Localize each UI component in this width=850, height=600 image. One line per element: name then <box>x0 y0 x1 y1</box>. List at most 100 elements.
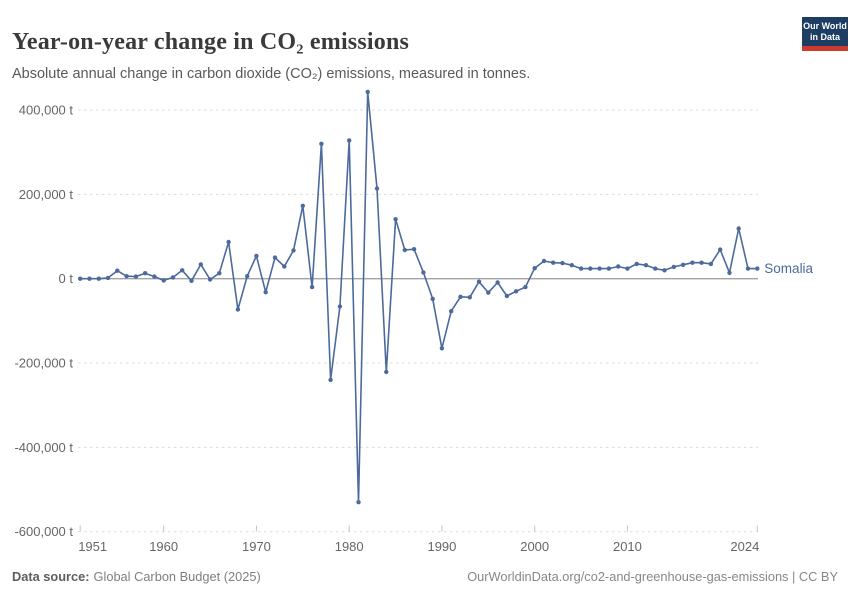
data-point <box>328 377 333 383</box>
data-point <box>690 260 695 265</box>
data-point <box>653 266 658 271</box>
entity-label-somalia: Somalia <box>764 261 813 276</box>
data-point <box>745 266 751 271</box>
owid-logo: Our World in Data <box>802 17 848 51</box>
data-point <box>133 274 139 279</box>
data-point <box>523 284 528 290</box>
data-point <box>578 266 584 271</box>
data-point <box>597 266 602 271</box>
data-point <box>124 274 129 279</box>
data-point <box>486 290 491 295</box>
data-point <box>439 346 445 351</box>
data-point <box>671 264 676 270</box>
data-point <box>374 186 380 191</box>
data-point <box>699 260 704 265</box>
data-point <box>541 258 547 264</box>
x-axis-tick-label: 1980 <box>335 539 364 554</box>
data-point <box>532 266 537 271</box>
footer-attribution-link[interactable]: OurWorldinData.org/co2-and-greenhouse-ga… <box>467 569 838 584</box>
data-point <box>421 270 426 275</box>
chart-footer: Data source: Global Carbon Budget (2025) … <box>12 569 838 584</box>
data-point <box>736 226 741 231</box>
data-point <box>449 309 454 314</box>
data-point <box>263 290 268 295</box>
x-axis-tick-label: 2010 <box>613 539 642 554</box>
data-point <box>411 247 417 252</box>
data-point <box>718 247 723 252</box>
page-subtitle: Absolute annual change in carbon dioxide… <box>12 65 531 82</box>
data-point <box>430 296 435 302</box>
owid-logo-line1: Our World <box>803 21 847 31</box>
data-point <box>217 271 222 276</box>
data-point <box>569 263 574 268</box>
data-point <box>142 271 148 276</box>
data-point <box>402 247 407 253</box>
data-point <box>467 295 472 300</box>
data-point <box>643 263 649 268</box>
data-point <box>708 261 714 267</box>
footer-source-value: Global Carbon Budget (2025) <box>93 569 261 584</box>
data-point <box>476 279 482 284</box>
data-point <box>282 264 287 269</box>
data-point <box>300 203 305 208</box>
data-point <box>254 253 259 259</box>
data-point <box>384 369 389 375</box>
data-point <box>337 304 343 309</box>
footer-source-label: Data source: <box>12 569 90 584</box>
data-point <box>189 278 194 283</box>
data-point <box>365 89 370 95</box>
data-point <box>291 248 296 253</box>
data-point <box>152 274 157 279</box>
y-axis-tick-label: -600,000 t <box>14 524 73 539</box>
y-axis-tick-label: -200,000 t <box>14 356 73 371</box>
x-axis-tick-label: 1970 <box>242 539 271 554</box>
data-point <box>87 276 92 281</box>
owid-logo-line2: in Data <box>809 32 840 42</box>
data-point <box>226 239 231 245</box>
chart-line-somalia <box>79 91 759 504</box>
page-title: Year-on-year change in CO₂ emissions <box>12 29 410 56</box>
data-point <box>606 266 612 271</box>
x-axis-tick-label: 1990 <box>427 539 456 554</box>
x-axis-tick-label: 2000 <box>520 539 549 554</box>
data-point <box>513 289 519 294</box>
data-point <box>727 270 732 275</box>
data-point <box>170 275 176 280</box>
data-point <box>235 307 241 312</box>
x-axis-tick-label: 2024 <box>730 539 759 554</box>
data-point <box>105 275 111 281</box>
data-point <box>309 284 315 290</box>
data-point <box>319 141 324 146</box>
data-point <box>161 278 166 283</box>
data-point <box>96 276 102 281</box>
data-point <box>272 255 278 260</box>
data-point <box>551 260 556 265</box>
data-point <box>347 138 352 143</box>
data-point <box>588 266 593 271</box>
x-axis-tick-label: 1951 <box>78 539 107 554</box>
y-axis-tick-label: 400,000 t <box>19 103 74 118</box>
footer-data-source: Data source: Global Carbon Budget (2025) <box>12 569 261 584</box>
data-point <box>504 293 510 299</box>
data-point <box>356 500 361 505</box>
data-point <box>245 274 250 279</box>
data-point <box>207 277 213 282</box>
y-axis-tick-label: 0 t <box>59 271 74 286</box>
data-point <box>495 280 500 285</box>
data-point <box>662 268 667 273</box>
data-point <box>393 217 398 222</box>
data-point <box>755 266 760 271</box>
data-point <box>560 260 565 266</box>
data-point <box>180 268 185 273</box>
y-axis-tick-label: 200,000 t <box>19 187 74 202</box>
data-point <box>616 264 621 269</box>
y-axis-tick-label: -400,000 t <box>14 440 73 455</box>
x-axis-tick-label: 1960 <box>149 539 178 554</box>
data-point <box>115 268 120 273</box>
data-point <box>458 294 463 299</box>
data-point <box>634 261 639 267</box>
data-point <box>198 262 203 267</box>
data-point <box>625 266 630 271</box>
